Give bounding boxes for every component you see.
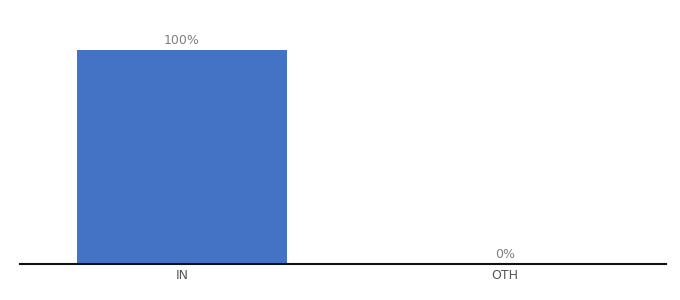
Text: 0%: 0% [495, 248, 515, 261]
Text: 100%: 100% [164, 34, 200, 46]
Bar [77, 50, 287, 264]
